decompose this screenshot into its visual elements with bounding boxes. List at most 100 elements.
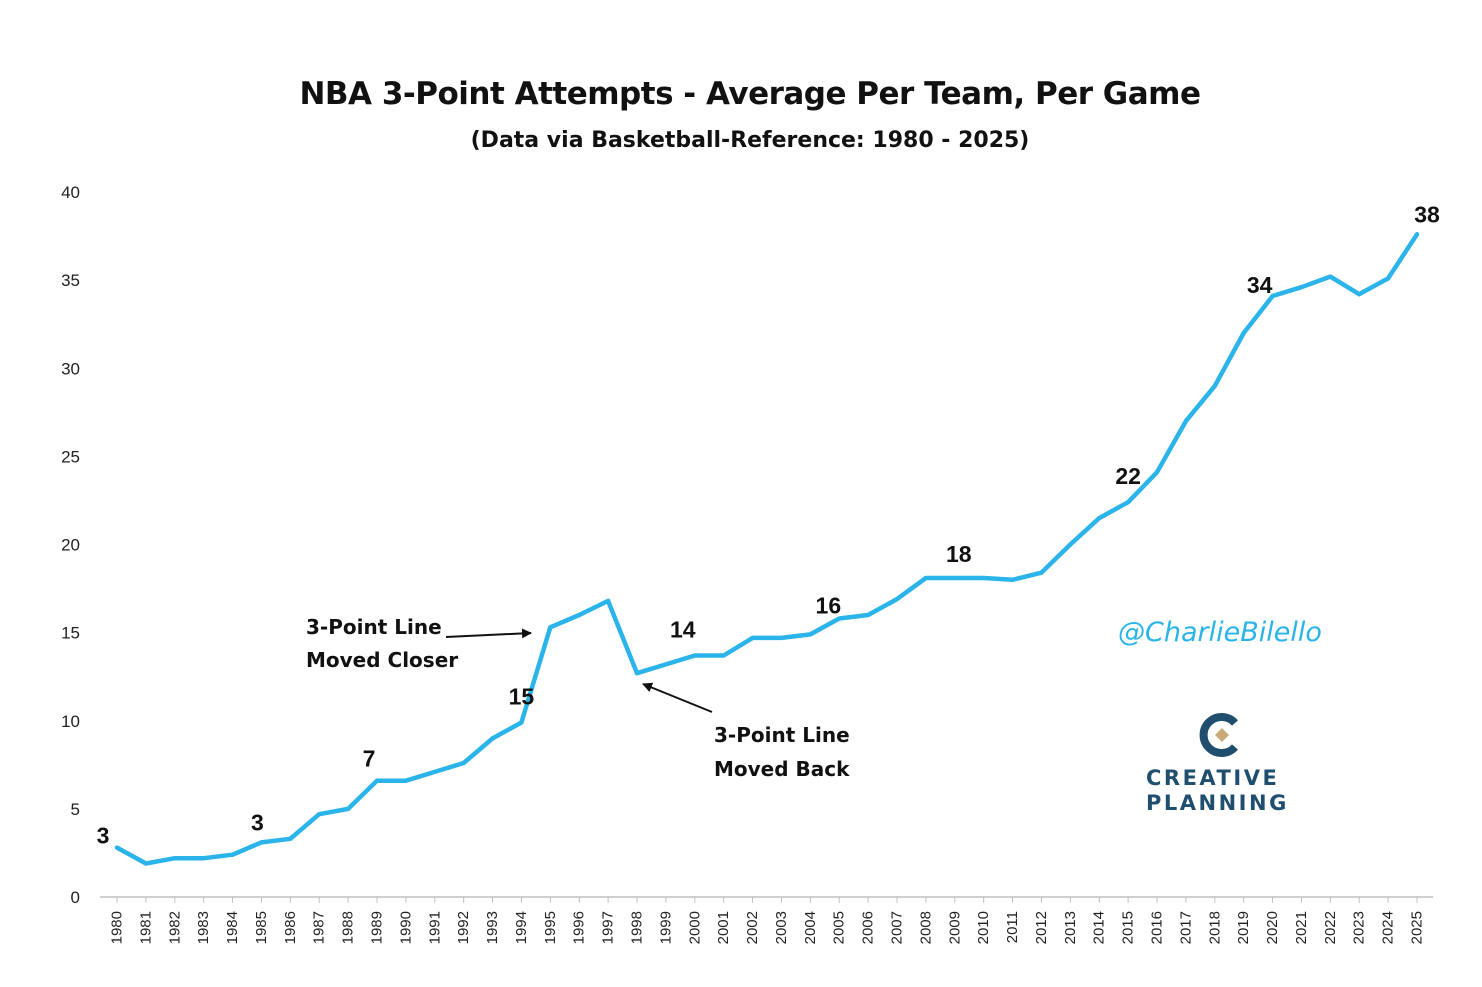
- data-point: [317, 812, 322, 817]
- annotation-moved-closer-line1: 3-Point Line: [306, 615, 442, 639]
- data-point: [403, 778, 408, 783]
- data-label-2000: 14: [670, 617, 696, 643]
- data-point: [952, 575, 957, 580]
- data-label-1985: 3: [251, 809, 264, 835]
- data-point: [375, 778, 379, 783]
- x-tick-label: 2000: [686, 911, 703, 944]
- y-tick-label: 10: [61, 712, 80, 731]
- x-tick-label: 2023: [1351, 911, 1368, 944]
- x-tick-label: 1984: [224, 911, 241, 944]
- data-point: [1415, 232, 1419, 237]
- y-tick-label: 30: [61, 359, 80, 378]
- x-axis: 1980 1981 1982 1983 1984 1985 1986 1987 1988 1989…: [109, 897, 1426, 944]
- annotation-moved-closer-line2: Moved Closer: [306, 648, 458, 672]
- y-tick-label: 20: [61, 536, 80, 555]
- y-tick-label: 5: [71, 800, 80, 819]
- series-line: [114, 232, 1420, 866]
- x-tick-label: 2018: [1206, 911, 1223, 944]
- x-tick-label: 2005: [831, 911, 848, 944]
- data-point: [750, 635, 755, 640]
- data-point: [490, 736, 495, 741]
- x-tick-label: 1992: [455, 911, 472, 944]
- brand-line2: PLANNING: [1146, 791, 1289, 815]
- y-tick-label: 40: [61, 183, 80, 202]
- x-tick-label: 2008: [917, 911, 934, 944]
- data-point: [172, 856, 177, 861]
- x-tick-label: 1993: [484, 911, 501, 944]
- data-point: [1386, 276, 1391, 281]
- x-tick-label: 1998: [629, 911, 646, 944]
- x-tick-label: 2003: [773, 911, 790, 944]
- data-point: [895, 597, 899, 602]
- x-tick-label: 2002: [744, 911, 761, 944]
- y-tick-label: 35: [61, 271, 80, 290]
- data-point: [288, 836, 293, 841]
- data-label-1994: 15: [509, 684, 535, 710]
- x-tick-label: 1997: [600, 911, 617, 944]
- data-point: [1155, 470, 1159, 475]
- annotation-moved-closer: 3-Point Line Moved Closer: [306, 615, 532, 672]
- x-tick-label: 1999: [657, 911, 674, 944]
- data-point: [1039, 570, 1044, 575]
- chart-title: NBA 3-Point Attempts - Average Per Team,…: [299, 76, 1201, 112]
- x-tick-label: 2010: [975, 911, 992, 944]
- data-label-2009: 18: [946, 541, 972, 567]
- data-point: [808, 632, 813, 637]
- data-point: [201, 856, 206, 861]
- x-tick-label: 2001: [715, 911, 732, 944]
- creative-planning-logo-icon: [1199, 713, 1238, 757]
- x-tick-label: 2015: [1120, 911, 1137, 944]
- x-tick-label: 2014: [1091, 911, 1108, 944]
- data-point: [923, 575, 928, 580]
- x-tick-label: 1994: [513, 911, 530, 944]
- data-point: [259, 840, 264, 845]
- x-tick-label: 2022: [1322, 911, 1339, 944]
- data-point: [1126, 500, 1131, 505]
- data-point: [346, 806, 351, 811]
- data-points: [115, 232, 1419, 866]
- data-point: [1241, 331, 1246, 335]
- twitter-handle: @CharlieBilello: [1118, 617, 1322, 648]
- x-tick-label: 2024: [1380, 911, 1397, 944]
- data-point: [143, 861, 148, 866]
- x-tick-label: 2007: [889, 911, 906, 944]
- x-tick-label: 2004: [802, 911, 819, 944]
- data-point: [1328, 274, 1333, 279]
- x-tick-label: 1981: [137, 911, 154, 944]
- x-tick-label: 1982: [166, 911, 183, 944]
- data-point: [230, 852, 235, 857]
- annotation-moved-back-line2: Moved Back: [714, 757, 850, 781]
- data-point: [1183, 419, 1188, 424]
- data-point: [721, 653, 726, 658]
- data-label-2025: 38: [1414, 201, 1440, 227]
- x-tick-label: 1980: [109, 911, 126, 944]
- x-tick-label: 2016: [1149, 911, 1166, 944]
- x-tick-label: 1995: [542, 911, 559, 944]
- data-point: [606, 598, 611, 603]
- x-tick-label: 2006: [860, 911, 877, 944]
- data-label-1980: 3: [97, 823, 110, 849]
- data-point: [115, 845, 119, 850]
- y-tick-label: 0: [71, 888, 80, 907]
- y-tick-label: 15: [61, 624, 80, 643]
- chart-subtitle: (Data via Basketball-Reference: 1980 - 2…: [470, 128, 1030, 153]
- x-tick-label: 1988: [340, 911, 357, 944]
- x-tick-label: 1996: [571, 911, 588, 944]
- brand-line1: CREATIVE: [1146, 766, 1279, 790]
- data-point: [692, 653, 697, 658]
- x-tick-label: 2012: [1033, 911, 1050, 944]
- data-point: [1068, 542, 1073, 547]
- data-point: [519, 720, 524, 725]
- creative-planning-logo: CREATIVE PLANNING: [1146, 713, 1289, 815]
- annotation-moved-back-line1: 3-Point Line: [714, 723, 850, 747]
- data-label-2019: 34: [1247, 272, 1273, 298]
- data-point: [1010, 577, 1015, 582]
- data-point: [866, 613, 871, 617]
- data-point: [461, 761, 466, 766]
- data-point: [548, 625, 553, 630]
- x-tick-label: 1990: [397, 911, 414, 944]
- arrow-moved-back: [642, 682, 713, 713]
- data-point: [1357, 292, 1362, 297]
- x-tick-label: 1987: [311, 911, 328, 944]
